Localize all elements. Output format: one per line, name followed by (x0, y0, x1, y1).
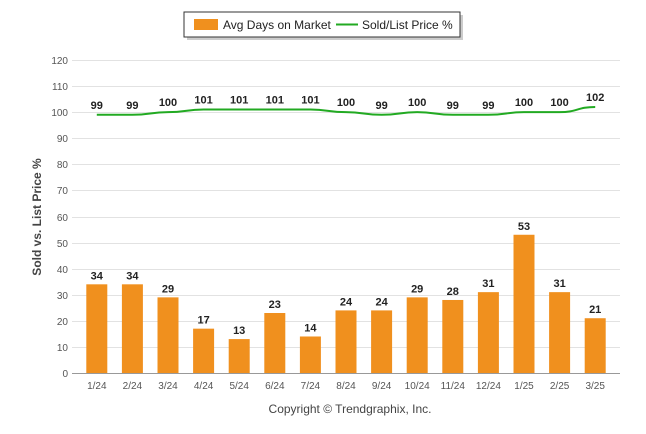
bar-value-label: 31 (482, 278, 494, 290)
line-value-label: 99 (375, 100, 387, 112)
y-tick-label: 40 (57, 265, 69, 276)
bar-1/24 (86, 284, 108, 373)
bar-12/24 (477, 292, 499, 373)
x-tick-label: 12/24 (476, 381, 501, 392)
legend-label-bar: Avg Days on Market (223, 18, 331, 32)
line-value-label: 99 (91, 100, 103, 112)
y-tick-label: 30 (57, 291, 69, 302)
bar-3/24 (157, 297, 179, 373)
y-tick-label: 60 (57, 213, 69, 224)
x-tick-label: 9/24 (372, 381, 392, 392)
bar-value-label: 31 (553, 278, 565, 290)
bar-value-label: 24 (375, 296, 388, 308)
legend-swatch-bar (194, 19, 218, 30)
x-tick-label: 10/24 (405, 381, 430, 392)
x-tick-labels: 1/24 2/24 3/24 4/24 5/24 6/24 7/24 8/24 9/24 10/2… (87, 381, 605, 392)
x-tick-label: 4/24 (194, 381, 214, 392)
bar-5/24 (228, 339, 250, 373)
bar-4/24 (193, 328, 215, 373)
x-tick-label: 6/24 (265, 381, 285, 392)
line-labels: 99 99 100 101 101 101 101 100 99 100 99 99 100 100 102 (91, 92, 605, 112)
bar-2/25 (549, 292, 571, 373)
bar-value-label: 23 (269, 299, 281, 311)
sold-list-price-line (96, 105, 596, 116)
line-value-label: 100 (159, 97, 177, 109)
bar-value-label: 24 (340, 296, 353, 308)
x-tick-label: 7/24 (301, 381, 321, 392)
y-tick-label: 20 (57, 317, 69, 328)
y-tick-label: 50 (57, 239, 69, 250)
y-tick-label: 110 (52, 82, 68, 93)
legend-label-line: Sold/List Price % (362, 18, 453, 32)
price-line (96, 105, 596, 116)
y-axis-label: Sold vs. List Price % (30, 158, 44, 276)
y-tick-label: 120 (51, 56, 68, 67)
bar-value-label: 53 (518, 221, 530, 233)
line-value-label: 101 (230, 95, 248, 107)
y-tick-label: 0 (62, 369, 68, 380)
x-tick-label: 1/24 (87, 381, 107, 392)
bar-2/24 (121, 284, 143, 373)
line-value-label: 100 (337, 97, 355, 109)
bar-value-label: 29 (162, 283, 174, 295)
bar-7/24 (299, 336, 321, 373)
copyright-footer: Copyright © Trendgraphix, Inc. (269, 402, 432, 416)
bar-value-label: 28 (447, 286, 459, 298)
legend: Avg Days on Market Sold/List Price % (183, 11, 463, 40)
bar-1/25 (513, 234, 535, 373)
bar-value-label: 13 (233, 325, 245, 337)
line-value-label: 101 (266, 95, 284, 107)
bar-value-label: 34 (126, 270, 139, 282)
x-tick-label: 11/24 (441, 381, 466, 392)
x-tick-label: 3/24 (158, 381, 178, 392)
bar-9/24 (371, 310, 393, 373)
line-value-label: 99 (482, 100, 494, 112)
bar-3/25 (584, 318, 606, 373)
x-tick-label: 1/25 (514, 381, 534, 392)
y-tick-label: 80 (57, 160, 69, 171)
line-value-label: 101 (194, 95, 212, 107)
line-value-label: 100 (515, 97, 533, 109)
bar-8/24 (335, 310, 357, 373)
y-tick-label: 10 (57, 343, 69, 354)
bar-value-label: 14 (304, 322, 317, 334)
line-value-label: 99 (126, 100, 138, 112)
line-value-label: 100 (408, 97, 426, 109)
x-tick-label: 3/25 (585, 381, 605, 392)
bar-value-label: 34 (91, 270, 104, 282)
x-tick-label: 2/25 (550, 381, 570, 392)
line-value-label: 99 (447, 100, 459, 112)
bar-value-label: 17 (197, 315, 209, 327)
bar-value-label: 21 (589, 304, 601, 316)
bar-labels: 34 34 29 17 13 23 14 24 24 29 28 31 53 31 21 (91, 221, 602, 337)
x-tick-label: 5/24 (229, 381, 249, 392)
line-value-label: 101 (301, 95, 319, 107)
y-tick-labels: 0 10 20 30 40 50 60 70 80 90 100 110 120 (51, 56, 68, 380)
y-tick-label: 90 (57, 134, 69, 145)
x-tick-label: 2/24 (123, 381, 143, 392)
y-tick-label: 70 (57, 186, 69, 197)
line-value-label: 102 (586, 92, 604, 104)
bars (86, 234, 606, 373)
x-tick-label: 8/24 (336, 381, 356, 392)
bar-10/24 (406, 297, 428, 373)
line-value-label: 100 (550, 97, 568, 109)
y-tick-label: 100 (51, 108, 68, 119)
bar-6/24 (264, 313, 286, 373)
bar-11/24 (442, 299, 464, 373)
bar-value-label: 29 (411, 283, 423, 295)
